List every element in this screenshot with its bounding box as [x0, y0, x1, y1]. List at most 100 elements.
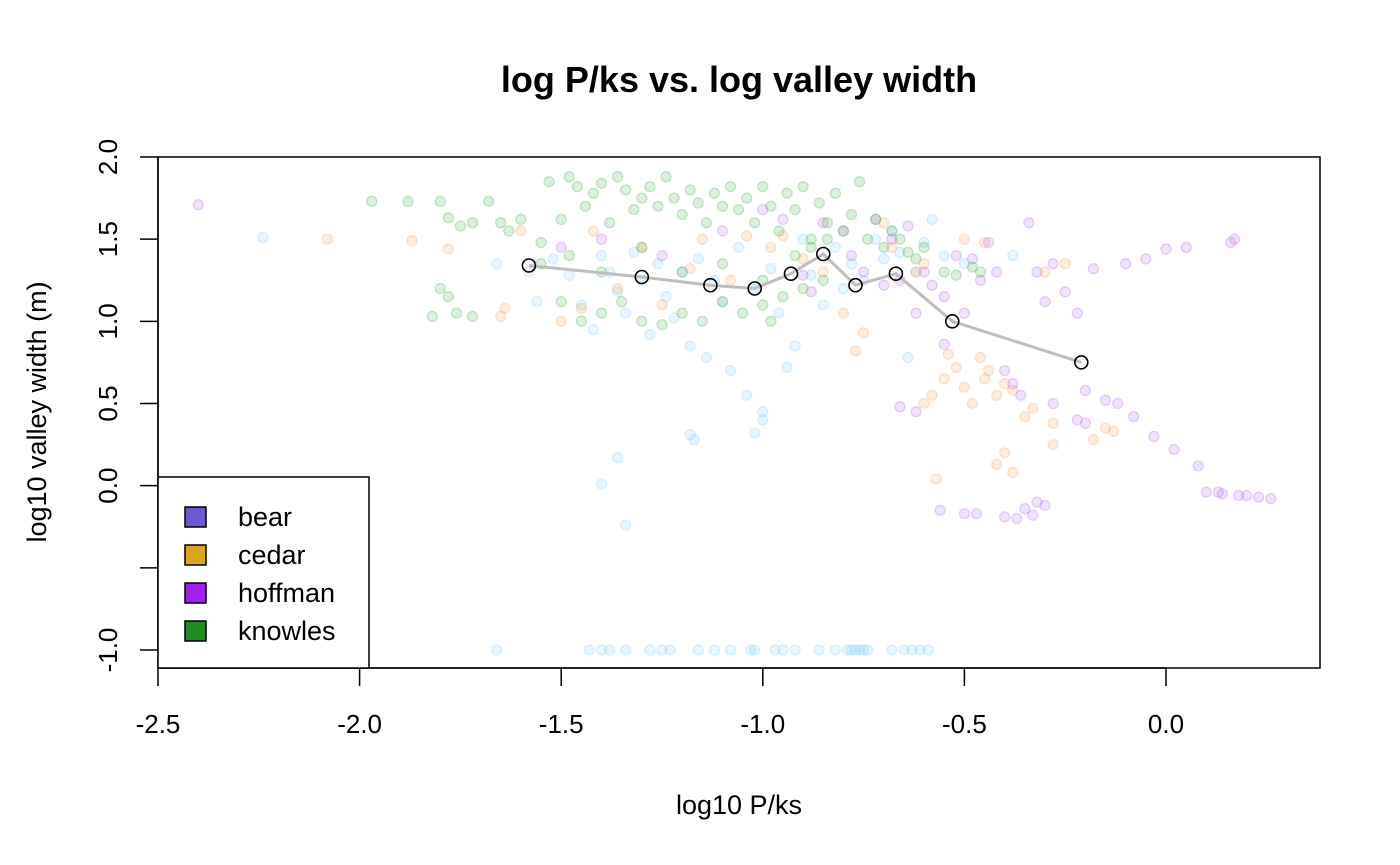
- data-point: [660, 171, 672, 183]
- y-tick-label: 1.0: [93, 303, 123, 339]
- data-point: [870, 213, 882, 226]
- legend: bear cedar hoffman knowles: [157, 476, 370, 669]
- data-point: [797, 269, 809, 281]
- data-point: [938, 291, 950, 303]
- data-point: [1007, 466, 1019, 479]
- data-point: [1007, 249, 1019, 262]
- data-point: [741, 230, 753, 242]
- data-point: [611, 171, 624, 183]
- data-point: [466, 217, 479, 229]
- data-point: [700, 351, 713, 364]
- data-point: [789, 644, 801, 656]
- data-point: [1047, 397, 1059, 410]
- data-point: [555, 213, 567, 226]
- data-point: [1099, 394, 1112, 406]
- data-point: [676, 266, 688, 278]
- data-point: [950, 361, 962, 373]
- data-point: [757, 203, 769, 216]
- data-point: [1059, 286, 1071, 298]
- data-point: [620, 644, 632, 656]
- data-point: [688, 434, 700, 446]
- data-point: [676, 266, 688, 278]
- data-point: [1228, 233, 1241, 245]
- data-point: [870, 233, 882, 245]
- x-tick-label: -1.5: [539, 709, 584, 739]
- data-point: [700, 217, 713, 229]
- data-point: [934, 504, 946, 516]
- data-point: [777, 291, 789, 303]
- data-point: [777, 644, 789, 656]
- data-point: [958, 381, 971, 393]
- data-point: [745, 644, 757, 656]
- data-point: [575, 315, 588, 327]
- data-point: [1111, 397, 1124, 410]
- x-axis: -2.5 -2.0 -1.5 -1.0 -0.5 0.0: [136, 667, 1184, 739]
- summary-point: [848, 277, 863, 293]
- data-point: [1265, 493, 1277, 505]
- data-point: [684, 184, 696, 196]
- data-point: [644, 328, 656, 341]
- legend-label-bear: bear: [238, 502, 292, 532]
- data-point: [861, 233, 874, 245]
- data-point: [857, 327, 870, 339]
- data-point: [603, 644, 616, 656]
- data-point: [966, 253, 979, 265]
- data-point: [970, 507, 983, 520]
- data-point: [930, 473, 942, 485]
- data-point: [991, 389, 1003, 401]
- data-point: [587, 225, 600, 237]
- data-point: [958, 307, 971, 319]
- data-point: [716, 295, 729, 308]
- data-point: [482, 195, 495, 208]
- data-point: [914, 644, 926, 656]
- data-point: [999, 511, 1011, 523]
- data-point: [676, 307, 688, 319]
- data-point: [1007, 384, 1019, 397]
- data-point: [1039, 295, 1051, 308]
- data-point: [1087, 263, 1100, 275]
- data-point: [805, 286, 817, 298]
- data-point: [692, 197, 704, 209]
- data-point: [499, 302, 511, 314]
- data-point: [603, 217, 616, 229]
- x-tick-label: -1.0: [740, 709, 785, 739]
- data-point: [515, 225, 527, 237]
- data-point: [692, 253, 704, 265]
- summary-point: [703, 277, 718, 293]
- summary-point: [888, 266, 904, 282]
- data-point: [894, 401, 906, 413]
- y-tick-label: 0.0: [93, 468, 123, 504]
- data-point: [837, 307, 850, 319]
- chart-title: log P/ks vs. log valley width: [501, 59, 977, 100]
- data-point: [853, 176, 866, 188]
- data-point: [1039, 499, 1051, 512]
- data-point: [813, 197, 825, 209]
- data-point: [898, 644, 910, 656]
- data-point: [958, 507, 971, 520]
- data-point: [466, 310, 479, 323]
- data-point: [789, 249, 801, 262]
- data-point: [769, 644, 781, 656]
- data-point: [1180, 241, 1192, 254]
- data-point: [555, 241, 567, 254]
- data-point: [982, 364, 995, 377]
- data-point: [781, 187, 793, 199]
- data-point: [1087, 434, 1100, 446]
- data-point: [616, 295, 628, 308]
- data-point: [797, 180, 809, 193]
- series-knowles: [366, 171, 987, 331]
- data-point: [926, 279, 938, 291]
- data-point: [1031, 266, 1043, 278]
- series-hoffman: [192, 199, 1277, 525]
- data-point: [886, 225, 898, 237]
- data-point: [366, 195, 378, 208]
- data-point: [563, 269, 575, 281]
- data-point: [918, 397, 930, 410]
- data-point: [918, 236, 930, 249]
- data-point: [595, 249, 608, 262]
- data-point: [966, 397, 979, 410]
- data-point: [1019, 410, 1031, 423]
- data-point: [656, 299, 668, 311]
- x-tick-label: -2.0: [337, 709, 382, 739]
- data-point: [724, 180, 737, 193]
